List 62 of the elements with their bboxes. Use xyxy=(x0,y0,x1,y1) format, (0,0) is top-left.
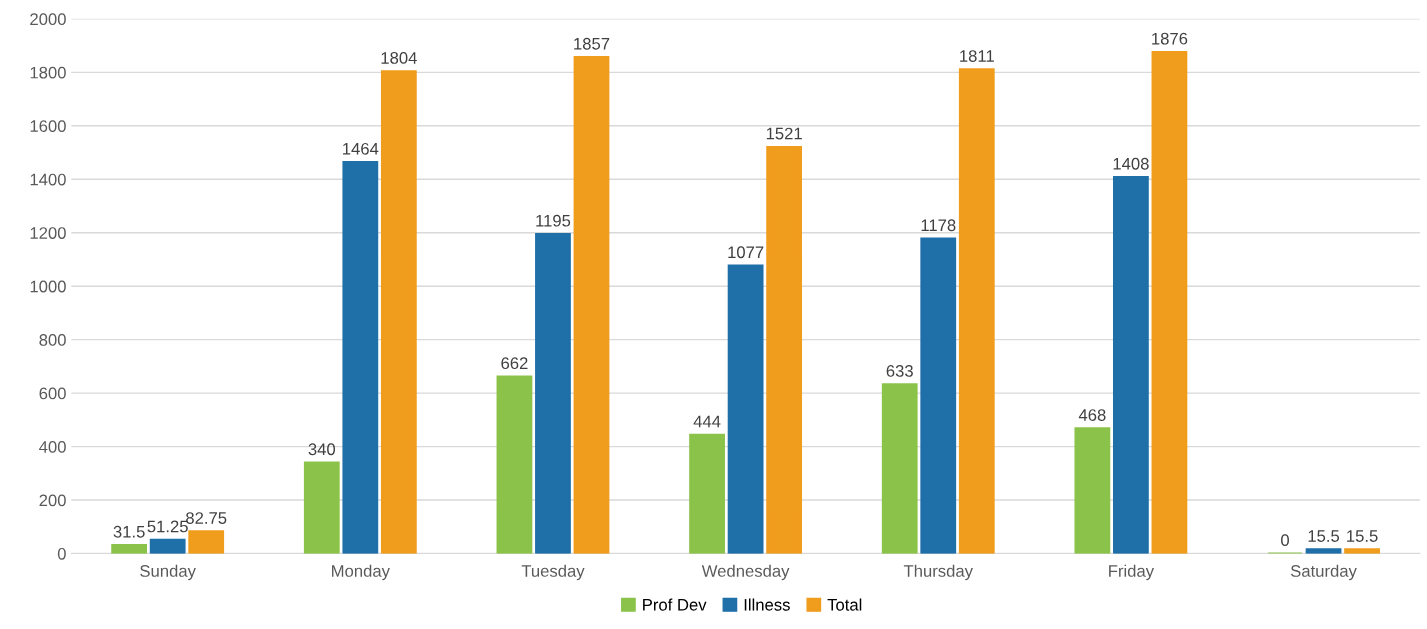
x-tick-label: Sunday xyxy=(140,564,196,581)
data-label: 0 xyxy=(1281,534,1289,547)
data-label: 444 xyxy=(693,415,721,428)
data-label: 662 xyxy=(501,357,528,370)
x-tick-label: Friday xyxy=(1109,564,1155,581)
data-label: 1876 xyxy=(1152,32,1188,45)
y-tick-label: 200 xyxy=(39,494,66,507)
bar xyxy=(573,56,610,554)
data-label: 1521 xyxy=(766,127,802,140)
y-tick-label: 0 xyxy=(57,547,66,560)
legend-label: Total xyxy=(827,598,862,611)
bar xyxy=(881,383,918,554)
bar xyxy=(1113,176,1149,554)
data-label: 1195 xyxy=(536,214,571,227)
bar xyxy=(1074,427,1111,554)
data-label: 1811 xyxy=(960,50,994,62)
data-label: 1464 xyxy=(343,142,379,155)
y-tick-label: 400 xyxy=(39,440,66,453)
data-label: 15.5 xyxy=(1308,530,1340,542)
y-tick-label: 1600 xyxy=(30,120,66,132)
y-tick-label: 800 xyxy=(39,334,66,346)
data-label: 1857 xyxy=(574,37,610,50)
data-label: 51.25 xyxy=(147,520,188,533)
bar xyxy=(1151,50,1188,554)
bar xyxy=(496,375,533,554)
data-label: 31.5 xyxy=(113,525,145,538)
y-tick-label: 1200 xyxy=(30,227,66,239)
bar xyxy=(535,233,571,554)
data-label: 468 xyxy=(1078,409,1106,421)
x-tick-label: Saturday xyxy=(1290,564,1357,581)
bar xyxy=(920,237,957,554)
y-tick-label: 2000 xyxy=(30,13,66,26)
y-tick-label: 1400 xyxy=(30,173,66,186)
bar xyxy=(689,433,725,554)
data-label: 1178 xyxy=(921,219,956,232)
bar xyxy=(727,264,764,554)
data-label: 82.75 xyxy=(186,512,227,524)
bar xyxy=(342,161,379,554)
y-tick-label: 600 xyxy=(39,387,66,400)
data-label: 1077 xyxy=(728,246,764,259)
x-tick-label: Thursday xyxy=(903,564,973,581)
x-tick-label: Wednesday xyxy=(701,564,790,581)
bar xyxy=(766,145,803,554)
bar xyxy=(149,538,186,554)
y-tick-label: 1800 xyxy=(30,66,66,79)
data-label: 340 xyxy=(308,443,336,456)
x-tick-label: Monday xyxy=(332,564,390,581)
x-tick-label: Tuesday xyxy=(521,564,585,581)
bar xyxy=(380,70,417,554)
bar xyxy=(958,68,995,554)
data-label: 633 xyxy=(886,365,913,377)
bar xyxy=(303,461,340,554)
bar xyxy=(1305,548,1342,554)
bar xyxy=(188,530,225,554)
legend-label: Prof Dev xyxy=(643,598,707,611)
bar xyxy=(111,544,148,554)
data-label: 15.5 xyxy=(1347,530,1378,542)
data-label: 1804 xyxy=(381,52,417,64)
bar xyxy=(1344,548,1380,554)
data-label: 1408 xyxy=(1113,157,1149,170)
legend-label: Illness xyxy=(744,598,790,611)
y-tick-label: 1000 xyxy=(30,280,66,293)
